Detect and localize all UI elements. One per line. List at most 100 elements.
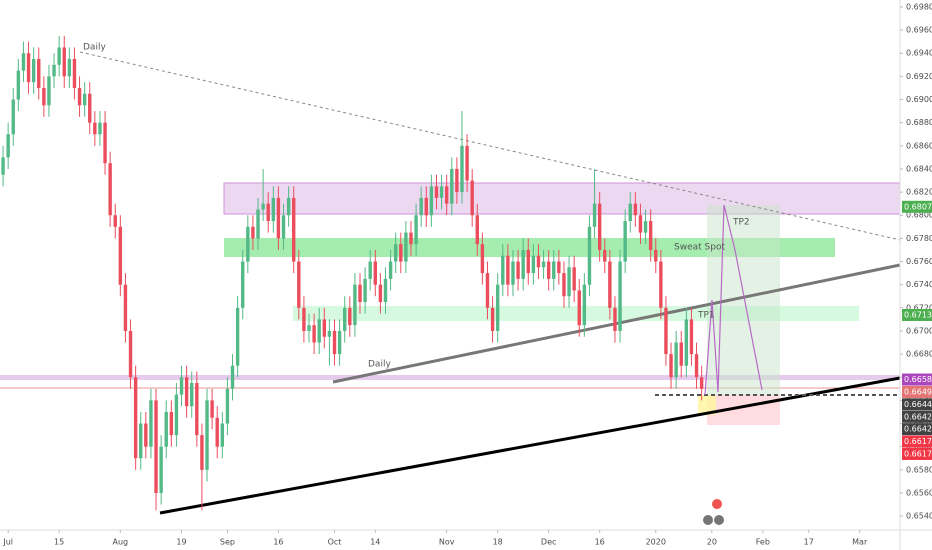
candle-body: [419, 197, 423, 216]
candle-body: [261, 203, 265, 210]
candle-body: [526, 249, 530, 274]
candle-body: [613, 307, 617, 331]
x-tick-label: 17: [804, 538, 814, 547]
price-label-box: [902, 447, 932, 460]
candle-body: [286, 197, 291, 216]
y-tick-label: 0.69800: [906, 2, 932, 11]
candle-body: [516, 261, 520, 279]
trend-line-dashed: [79, 51, 901, 241]
candle-body: [256, 209, 260, 239]
candle-body: [628, 203, 632, 222]
candle-body: [123, 284, 128, 331]
candle-body: [506, 255, 510, 285]
price-label-box: [902, 398, 932, 411]
candle-body: [149, 400, 153, 447]
candle-body: [72, 59, 77, 88]
candle-body: [450, 168, 454, 204]
price-label: 0.68073: [904, 202, 932, 211]
candle-body: [373, 261, 377, 285]
candle-body: [190, 383, 194, 407]
candle-body: [654, 249, 658, 262]
candle-body: [409, 232, 413, 245]
candle-body: [210, 400, 214, 418]
candle-body: [1, 157, 5, 175]
candle-body: [485, 273, 490, 308]
x-tick-label: 20: [707, 538, 717, 547]
candle-body: [383, 278, 388, 303]
candle-body: [88, 93, 92, 123]
event-icon[interactable]: [712, 499, 722, 509]
candle-body: [26, 53, 31, 83]
price-label-box: [902, 308, 932, 321]
event-icon[interactable]: [714, 515, 724, 525]
candle-body: [444, 186, 449, 204]
x-tick-label: 18: [493, 538, 503, 547]
candle-body: [6, 134, 10, 158]
candle-body: [200, 435, 204, 470]
candle-body: [465, 145, 469, 181]
candle-body: [139, 423, 143, 459]
candle-body: [378, 284, 383, 303]
x-tick-label: Jul: [2, 538, 13, 547]
candle-body: [276, 197, 281, 239]
candle-body: [251, 226, 255, 239]
candle-body: [337, 330, 342, 355]
candle-body: [174, 394, 179, 436]
candle-body: [414, 215, 418, 245]
price-label: 0.66496: [904, 387, 932, 396]
candle-body: [154, 400, 158, 493]
x-tick-label: 16: [273, 538, 283, 547]
candle-body: [597, 203, 602, 250]
candle-body: [332, 330, 337, 355]
candle-body: [312, 325, 316, 343]
event-icon[interactable]: [703, 515, 713, 525]
candle-body: [16, 70, 21, 100]
candle-body: [572, 267, 576, 291]
candle-body: [322, 319, 327, 337]
candle-body: [388, 261, 393, 279]
x-tick-label: Nov: [439, 538, 455, 547]
candle-body: [317, 319, 321, 343]
candle-body: [225, 388, 230, 424]
candle-body: [184, 377, 189, 407]
candle-body: [659, 261, 663, 308]
candle-body: [557, 261, 561, 274]
entry-box: [698, 395, 716, 415]
candle-body: [603, 249, 607, 262]
candle-body: [67, 59, 72, 77]
candle-body: [21, 53, 26, 71]
candle-body: [205, 400, 209, 470]
price-label: 0.67138: [904, 310, 932, 319]
candle-body: [633, 203, 638, 216]
candle-body: [47, 76, 51, 106]
projection-arrows: [704, 204, 763, 396]
candle-body: [93, 122, 97, 135]
price-label-box: [902, 410, 932, 423]
candle-body: [699, 377, 704, 389]
candle-body: [302, 307, 306, 331]
long-target-box: [707, 205, 780, 395]
candle-body: [587, 226, 592, 285]
candle-body: [297, 261, 301, 308]
candle-body: [495, 284, 500, 331]
annotation: Daily: [368, 360, 391, 370]
candle-body: [103, 122, 107, 164]
candle-body: [648, 221, 653, 250]
candle-body: [480, 244, 485, 274]
candle-body: [11, 99, 15, 135]
candle-body: [404, 232, 408, 262]
x-tick-label: 2020: [646, 538, 666, 547]
candle-body: [577, 290, 581, 326]
annotation: TP2: [732, 218, 750, 228]
candle-body: [113, 215, 117, 227]
candle-body: [531, 255, 536, 274]
candle-body: [82, 93, 87, 106]
candle-body: [541, 261, 546, 268]
